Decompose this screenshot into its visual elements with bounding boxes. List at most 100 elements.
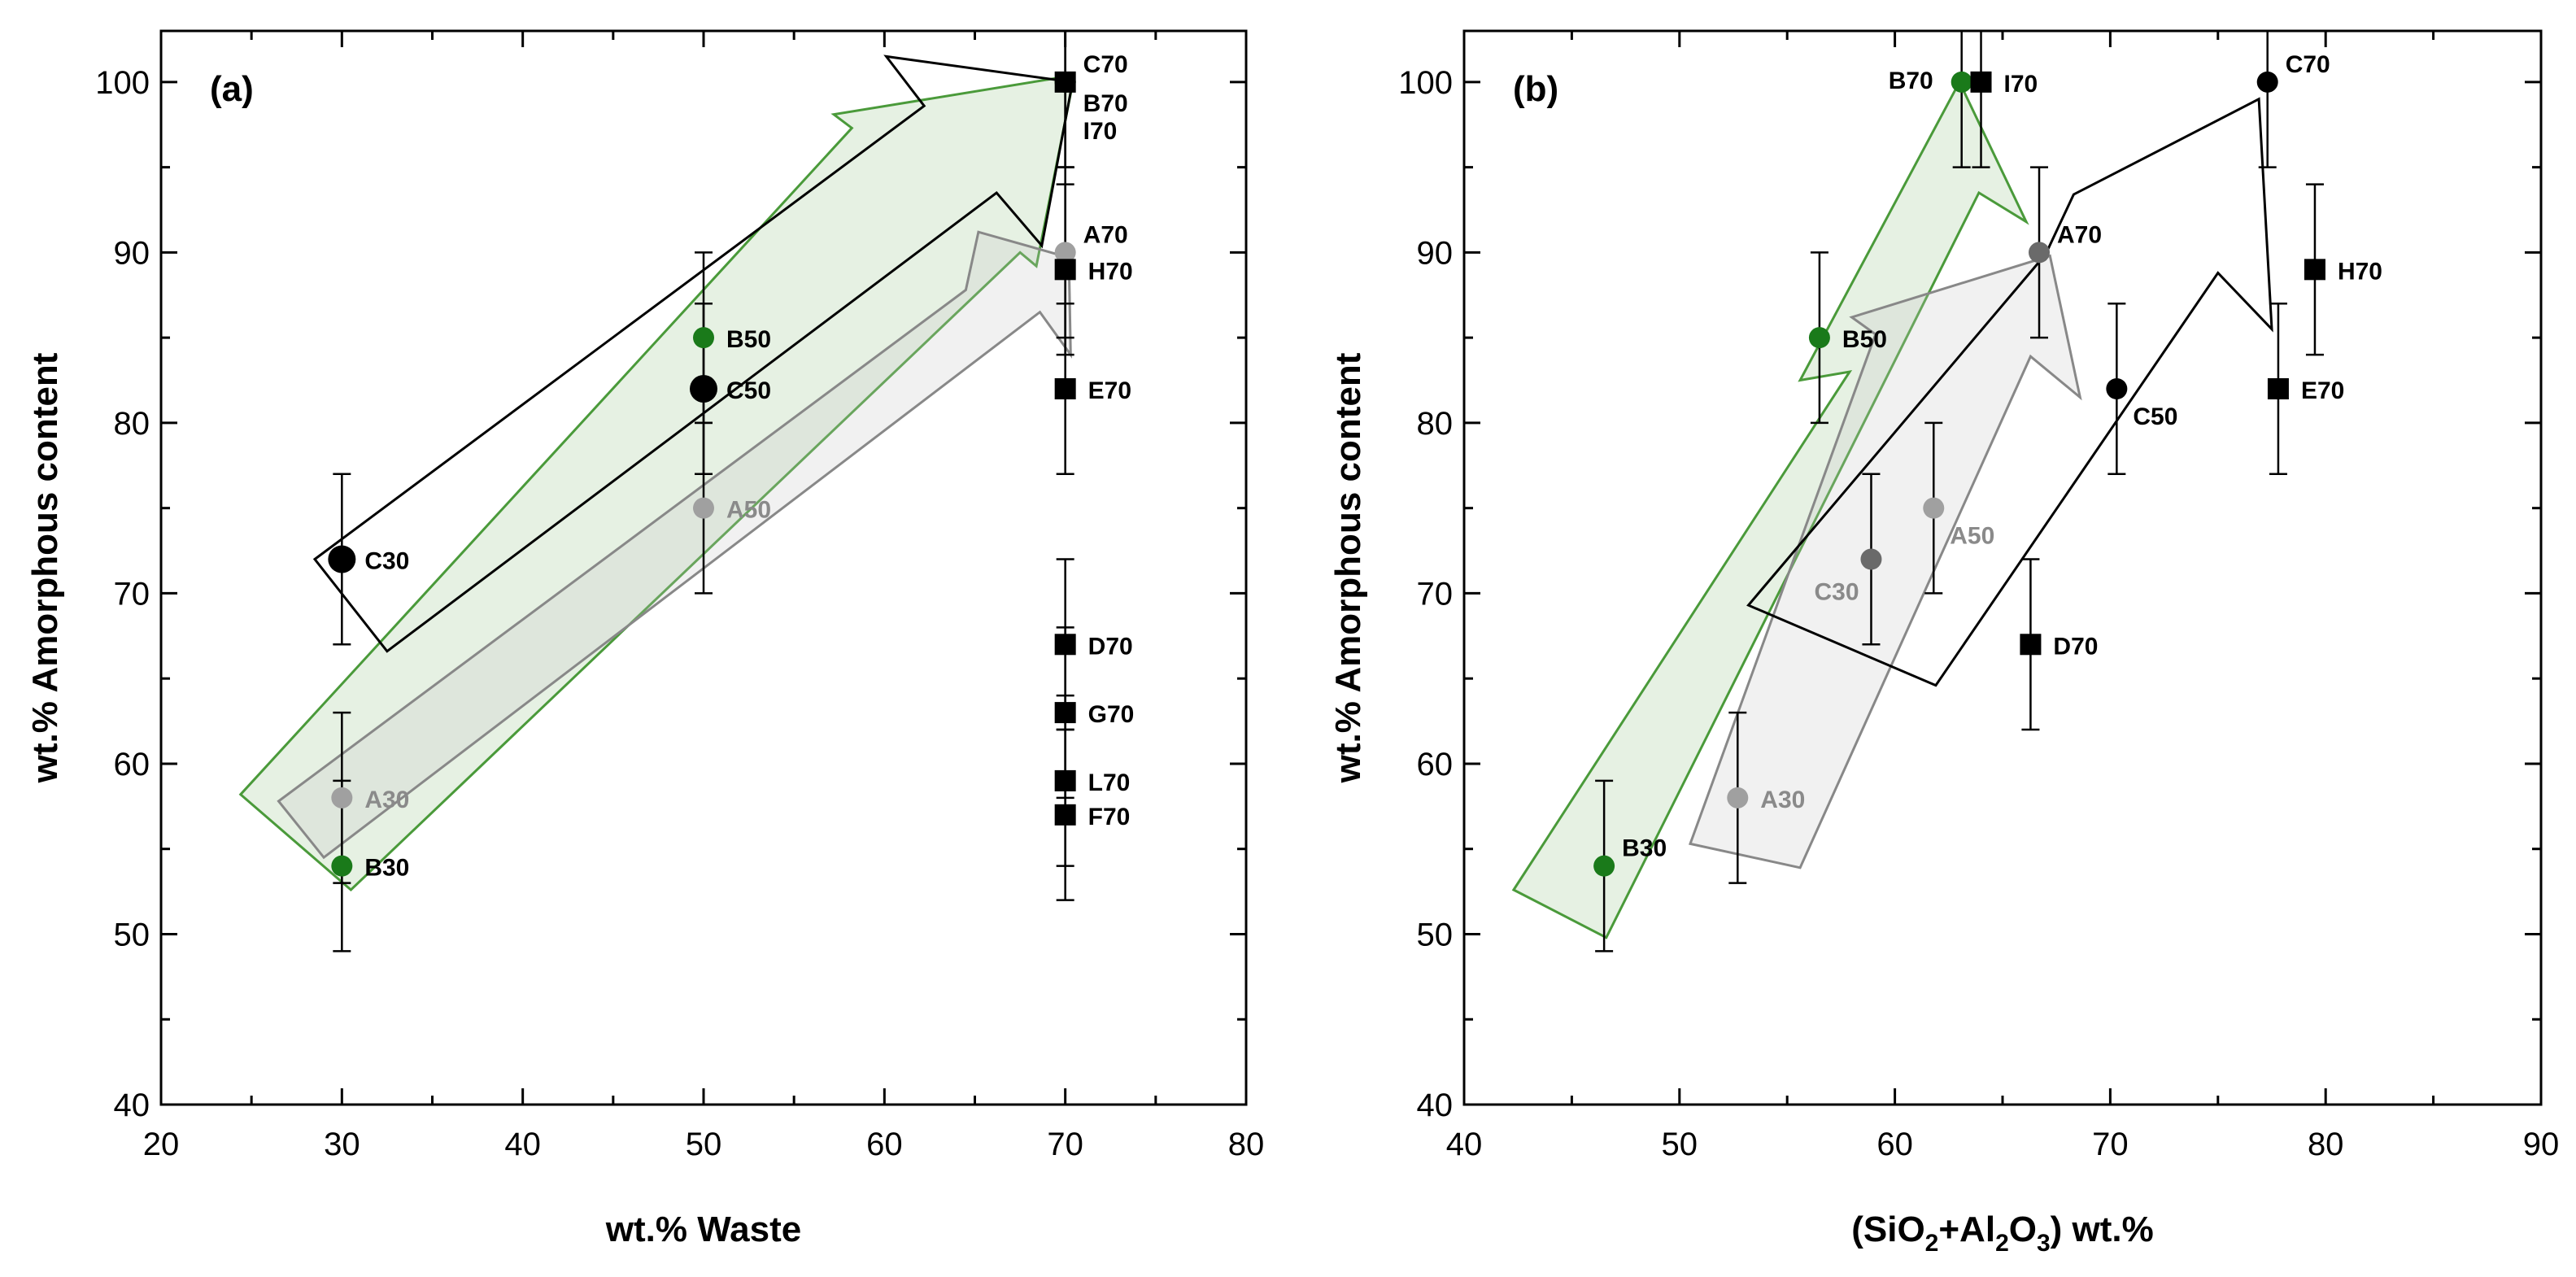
subscript: 3 [2037, 1230, 2051, 1257]
point-b30 [331, 855, 353, 877]
point-c30 [1860, 548, 1882, 570]
y-tick-label: 100 [95, 65, 150, 101]
x-tick-label: 20 [143, 1127, 180, 1162]
black-arrow [312, 54, 1074, 653]
data-label-e70: E70 [2301, 377, 2344, 404]
panel-a: 20 30 40 50 60 70 80 40 50 60 70 80 90 100 (a) wt.% Was… [25, 29, 1265, 1249]
point-f70 [1054, 804, 1076, 826]
x-tick-label: 30 [324, 1127, 360, 1162]
data-label-a50: A50 [726, 497, 771, 524]
x-tick-label: 90 [2523, 1127, 2560, 1162]
point-a50 [693, 497, 714, 519]
point-a50 [1923, 497, 1945, 519]
green-arrow [1511, 79, 2029, 939]
y-tick-label: 50 [1417, 917, 1454, 952]
point-a30 [331, 787, 353, 808]
y-tick-label: 50 [114, 917, 150, 952]
x-tick-label: 70 [2092, 1127, 2129, 1162]
point-l70 [1054, 769, 1076, 791]
x-tick-label: 80 [1228, 1127, 1265, 1162]
point-e70 [2267, 378, 2289, 399]
title-part: (SiO [1851, 1209, 1924, 1249]
x-tick-label: 70 [1047, 1127, 1083, 1162]
point-b50 [1808, 327, 1830, 349]
data-label-g70: G70 [1088, 701, 1135, 728]
point-h70 [2304, 259, 2325, 281]
data-label-b30: B30 [364, 855, 409, 882]
data-label-e70: E70 [1088, 377, 1131, 404]
x-axis-title: wt.% Waste [605, 1209, 801, 1249]
x-axis-title: (SiO2+Al2O3) wt.% [1851, 1209, 2154, 1257]
data-label-a70: A70 [1083, 221, 1128, 248]
title-part: ) wt.% [2051, 1209, 2154, 1249]
subscript: 2 [1995, 1230, 2009, 1257]
x-tick-label: 50 [686, 1127, 722, 1162]
data-label-c70: C70 [2286, 51, 2330, 78]
data-label-a70: A70 [2057, 221, 2102, 248]
y-tick-label: 90 [114, 235, 150, 271]
data-label-b30: B30 [1622, 835, 1667, 862]
y-tick-label: 60 [1417, 747, 1454, 782]
data-label-i70: I70 [2004, 71, 2038, 98]
panel-label: (b) [1513, 69, 1558, 109]
x-tick-label: 60 [866, 1127, 903, 1162]
title-part: +Al [1938, 1209, 1995, 1249]
x-tick-label: 60 [1876, 1127, 1913, 1162]
data-label-l70: L70 [1088, 769, 1131, 796]
data-label-a30: A30 [364, 787, 409, 813]
x-tick-label: 40 [1446, 1127, 1483, 1162]
y-tick-label: 100 [1398, 65, 1453, 101]
y-axis-title: wt.% Amorphous content [25, 352, 65, 783]
point-b50 [693, 327, 714, 349]
x-tick-label: 40 [504, 1127, 541, 1162]
data-label-c30: C30 [1814, 579, 1859, 606]
y-tick-label: 40 [114, 1087, 150, 1123]
point-h70 [1054, 259, 1076, 281]
y-tick-label: 90 [1417, 235, 1454, 271]
point-e70 [1054, 378, 1076, 399]
grey-arrow [1689, 254, 2082, 869]
point-i70 [1970, 71, 1992, 93]
point-c70 [2256, 71, 2278, 93]
data-label-b50: B50 [726, 326, 771, 353]
data-label-b70: B70 [1083, 90, 1128, 117]
point-d70 [2020, 634, 2042, 656]
point-c50 [2106, 378, 2128, 399]
y-tick-label: 80 [114, 406, 150, 442]
point-b30 [1593, 855, 1615, 877]
data-label-c30: C30 [364, 548, 409, 575]
point-a30 [1727, 787, 1749, 808]
point-a70 [1054, 242, 1076, 264]
data-label-c50: C50 [726, 377, 771, 404]
y-tick-label: 60 [114, 747, 150, 782]
point-a70 [2029, 242, 2051, 264]
data-label-c70: C70 [1083, 51, 1128, 78]
data-label-b50: B50 [1842, 326, 1887, 353]
black-arrow [1746, 97, 2273, 687]
data-label-i70: I70 [1083, 118, 1118, 145]
subscript: 2 [1925, 1230, 1939, 1257]
title-part: O [2009, 1209, 2037, 1249]
y-axis-title: wt.% Amorphous content [1328, 352, 1368, 783]
y-tick-label: 40 [1417, 1087, 1454, 1123]
data-label-c50: C50 [2133, 403, 2177, 430]
point-c50 [690, 375, 717, 403]
point-i70 [1054, 71, 1076, 93]
point-d70 [1054, 634, 1076, 656]
y-tick-label: 70 [1417, 576, 1454, 612]
data-label-h70: H70 [1088, 258, 1133, 285]
data-label-d70: D70 [2053, 633, 2098, 660]
data-label-h70: H70 [2338, 258, 2382, 285]
point-g70 [1054, 702, 1076, 724]
y-tick-label: 70 [114, 576, 150, 612]
data-label-a50: A50 [1950, 523, 1994, 550]
grey-arrow [277, 230, 1072, 860]
data-label-d70: D70 [1088, 633, 1133, 660]
point-c30 [328, 545, 356, 573]
data-label-b70: B70 [1889, 68, 1933, 94]
point-b70 [1951, 71, 1972, 93]
panel-label: (a) [210, 69, 254, 109]
x-tick-label: 50 [1662, 1127, 1698, 1162]
